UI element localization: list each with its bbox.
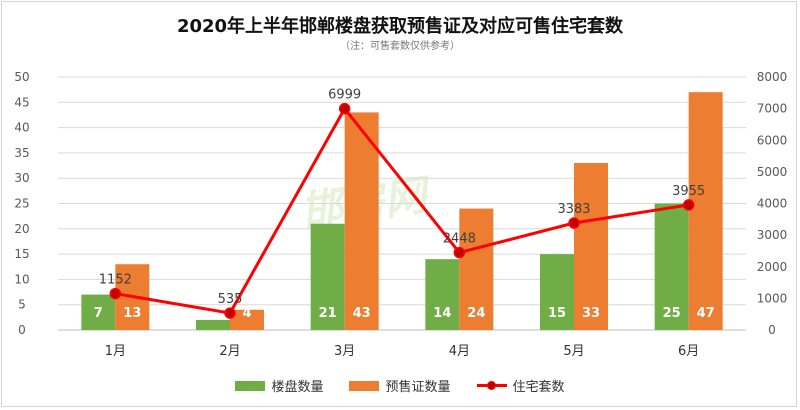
- y-left-tick-label: 5: [18, 298, 26, 312]
- bar-data-label: 47: [697, 306, 715, 321]
- bar-data-label: 14: [433, 306, 451, 321]
- bar-buildings: [540, 254, 574, 330]
- line-data-label: 535: [218, 292, 243, 307]
- bar-buildings: [425, 259, 460, 330]
- y-left-tick-label: 15: [14, 247, 29, 261]
- line-point: [338, 102, 351, 115]
- bar-data-label: 24: [467, 306, 485, 321]
- bar-data-label: 7: [94, 306, 103, 321]
- y-right-tick-label: 5000: [757, 165, 788, 179]
- line-point: [109, 287, 122, 300]
- y-right-tick-label: 3000: [757, 228, 788, 242]
- legend-label: 住宅套数: [512, 380, 565, 395]
- chart-title: 2020年上半年邯郸楼盘获取预售证及对应可售住宅套数: [176, 16, 624, 37]
- y-right-tick-label: 6000: [757, 133, 788, 147]
- bar-data-label: 43: [353, 306, 371, 321]
- x-tick-label: 4月: [449, 344, 470, 359]
- y-left-tick-label: 10: [14, 272, 29, 286]
- y-right-tick-label: 1000: [757, 291, 788, 305]
- line-data-label: 1152: [99, 273, 132, 288]
- x-tick-label: 5月: [563, 344, 584, 359]
- y-right-tick-label: 8000: [757, 70, 788, 84]
- legend-swatch-green: [235, 380, 266, 391]
- bar-data-label: 4: [242, 306, 251, 321]
- y-left-tick-label: 45: [14, 95, 29, 109]
- legend-item-housing-units: 住宅套数: [476, 376, 565, 395]
- bar-buildings: [654, 203, 689, 330]
- y-left-tick-label: 40: [14, 121, 29, 135]
- bar-data-label: 33: [582, 306, 600, 321]
- y-right-tick-label: 0: [768, 323, 776, 337]
- y-left-tick-label: 30: [14, 171, 29, 185]
- bar-presale-permits: [344, 112, 379, 330]
- bar-presale-permits: [230, 309, 264, 330]
- legend-label: 楼盘数量: [271, 380, 324, 395]
- legend: 楼盘数量 预售证数量 住宅套数: [0, 376, 800, 395]
- x-tick-label: 6月: [678, 344, 699, 359]
- bar-presale-permits: [574, 163, 608, 330]
- line-data-label: 3955: [672, 184, 705, 199]
- line-point: [224, 307, 236, 319]
- bar-buildings: [310, 223, 345, 330]
- y-right-tick-label: 2000: [757, 260, 788, 274]
- bar-buildings: [81, 294, 116, 330]
- y-right-tick-label: 7000: [757, 102, 788, 116]
- line-data-label: 6999: [328, 88, 361, 103]
- x-tick-label: 2月: [219, 344, 240, 359]
- line-point: [453, 246, 466, 259]
- chart-subtitle: （注：可售套数仅供参考）: [340, 41, 460, 52]
- line-point: [682, 199, 695, 211]
- y-right-tick-label: 4000: [757, 197, 788, 211]
- x-tick-label: 1月: [105, 344, 126, 359]
- y-left-tick-label: 35: [14, 146, 29, 160]
- legend-swatch-orange: [349, 380, 380, 391]
- bar-data-label: 25: [663, 306, 681, 321]
- bar-data-label: 15: [548, 306, 566, 321]
- legend-swatch-line: [476, 380, 507, 391]
- legend-item-presale-permits: 预售证数量: [349, 376, 451, 395]
- line-data-label: 2448: [443, 232, 476, 247]
- legend-item-buildings: 楼盘数量: [235, 376, 323, 395]
- y-left-tick-label: 50: [14, 70, 29, 84]
- line-housing-units: [115, 107, 689, 315]
- bar-data-label: 13: [123, 306, 141, 321]
- bar-data-label: 2: [208, 306, 217, 321]
- line-data-label: 3383: [557, 202, 590, 217]
- bar-data-label: 21: [319, 306, 337, 321]
- bar-buildings: [196, 319, 230, 330]
- bar-presale-permits: [459, 208, 494, 330]
- x-tick-label: 3月: [334, 344, 355, 359]
- y-left-tick-label: 20: [14, 222, 29, 236]
- y-left-tick-label: 25: [14, 197, 29, 211]
- y-left-tick-label: 0: [18, 323, 26, 337]
- legend-label: 预售证数量: [385, 380, 451, 395]
- bar-presale-permits: [688, 92, 723, 331]
- line-point: [568, 217, 580, 229]
